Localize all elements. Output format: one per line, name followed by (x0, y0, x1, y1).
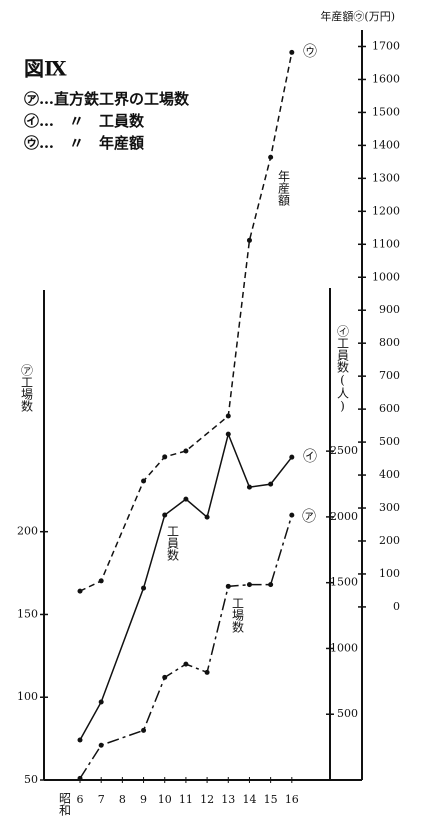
point (162, 674, 168, 680)
y-tick-label: 400 (379, 468, 400, 481)
y-tick-label: 2000 (330, 510, 358, 523)
y-tick-label: 150 (17, 607, 38, 620)
point (183, 448, 189, 454)
point (77, 775, 83, 781)
point (141, 585, 147, 591)
x-tick-label: 6 (77, 793, 84, 806)
point (268, 154, 274, 160)
point (77, 737, 83, 743)
x-tick-label: 10 (158, 793, 172, 806)
point (162, 454, 168, 460)
y-tick-label: 1500 (330, 576, 358, 589)
y-tick-label: 1600 (372, 72, 400, 85)
point (204, 514, 210, 520)
point (225, 431, 231, 437)
y-tick-label: 1000 (372, 270, 400, 283)
y-tick-label: 0 (393, 600, 400, 613)
point (141, 478, 147, 484)
x-tick-label: 13 (221, 793, 235, 806)
y-tick-label: 1200 (372, 204, 400, 217)
legend-entry: ㋐…直方鉄工界の工場数 (24, 90, 190, 108)
y-tick-label: 1400 (372, 138, 400, 151)
point (289, 454, 295, 460)
y-tick-label: 2500 (330, 444, 358, 457)
end-label: ㋒ (303, 44, 317, 60)
point (289, 49, 295, 55)
point (141, 727, 147, 733)
y-tick-label: 1700 (372, 39, 400, 52)
series-line (79, 514, 293, 779)
y-tick-label: 1000 (330, 641, 358, 654)
point (183, 661, 189, 667)
x-tick-label: 15 (264, 793, 278, 806)
y-tick-label: 500 (337, 707, 358, 720)
y-tick-label: 100 (379, 567, 400, 580)
point (268, 481, 274, 487)
x-tick-label: 11 (179, 793, 193, 806)
point (246, 582, 252, 588)
y-tick-label: 1100 (372, 237, 400, 250)
y-tick-label: 1500 (372, 105, 400, 118)
y-tick-label: 900 (379, 303, 400, 316)
y-tick-label: 100 (17, 690, 38, 703)
annotation: 工場数 (231, 597, 245, 634)
point (98, 742, 104, 748)
y-tick-label: 200 (379, 534, 400, 547)
x-tick-label: 12 (200, 793, 214, 806)
y2-axis-label: ㋑工員数(人) (336, 325, 350, 413)
point (225, 583, 231, 589)
point (246, 237, 252, 243)
series-line (79, 431, 293, 741)
y-tick-label: 800 (379, 336, 400, 349)
end-label: ㋐ (302, 509, 316, 525)
legend-entry: ㋑… 〃 工員数 (24, 112, 145, 130)
x-tick-label: 16 (285, 793, 299, 806)
x-axis-label: 昭和 (58, 792, 72, 816)
point (77, 588, 83, 594)
point (268, 582, 274, 588)
x-tick-label: 8 (119, 793, 126, 806)
legend-entry: ㋒… 〃 年産額 (24, 134, 144, 152)
annotation: 年産額 (277, 170, 291, 207)
y-tick-label: 300 (379, 501, 400, 514)
x-tick-label: 14 (242, 793, 256, 806)
y-tick-label: 500 (379, 435, 400, 448)
point (98, 578, 104, 584)
y-tick-label: 1300 (372, 171, 400, 184)
y-tick-label: 700 (379, 369, 400, 382)
end-label: ㋑ (303, 449, 317, 465)
point (162, 512, 168, 518)
point (225, 413, 231, 419)
point (204, 669, 210, 675)
point (98, 699, 104, 705)
point (183, 496, 189, 502)
y-tick-label: 50 (24, 773, 38, 786)
y3-axis-label: 年産額㋒(万円) (320, 9, 395, 23)
x-tick-label: 9 (140, 793, 147, 806)
annotation: 工員数 (166, 525, 180, 562)
point (246, 484, 252, 490)
y-tick-label: 200 (17, 525, 38, 538)
point (289, 512, 295, 518)
y-axis-label: ㋐工場数 (20, 364, 34, 413)
y-tick-label: 600 (379, 402, 400, 415)
x-tick-label: 7 (98, 793, 105, 806)
series-line (79, 52, 293, 592)
chart-title: 図Ⅸ (24, 57, 67, 81)
